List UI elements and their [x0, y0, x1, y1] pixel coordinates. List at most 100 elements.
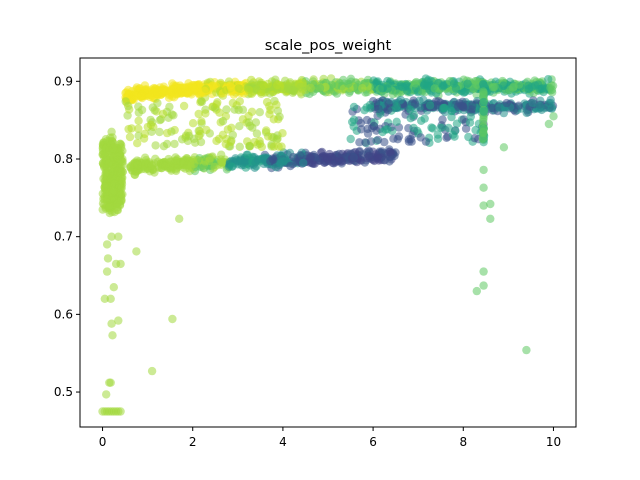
y-axis: 0.5 0.6 0.7 0.8 0.9: [54, 74, 80, 399]
scatter-point: [171, 156, 180, 165]
scatter-point: [230, 105, 239, 114]
scatter-point: [134, 124, 143, 133]
scatter-point: [499, 143, 509, 152]
scatter-point: [449, 79, 459, 88]
scatter-point: [108, 331, 117, 340]
scatter-point: [374, 104, 383, 114]
scatter-point: [245, 121, 255, 131]
scatter-point: [153, 98, 162, 108]
scatter-point: [105, 203, 114, 213]
scatter-point: [380, 137, 389, 147]
scatter-point: [296, 82, 305, 92]
scatter-point: [452, 119, 462, 128]
scatter-point: [252, 129, 262, 138]
scatter-point: [167, 87, 177, 96]
scatter-point: [438, 115, 447, 124]
scatter-point: [546, 95, 555, 105]
scatter-point: [384, 99, 393, 108]
scatter-point: [389, 134, 398, 143]
scatter-point: [419, 95, 428, 105]
scatter-point: [544, 119, 554, 129]
scatter-point: [200, 86, 209, 96]
scatter-point: [272, 100, 281, 109]
scatter-point: [108, 188, 118, 197]
scatter-point: [392, 102, 401, 111]
scatter-point: [201, 109, 210, 118]
scatter-point: [273, 134, 282, 143]
scatter-point: [262, 126, 271, 135]
scatter-point: [425, 101, 435, 110]
scatter-point: [538, 84, 547, 93]
x-tick-label: 8: [459, 435, 467, 449]
scatter-point: [495, 103, 504, 112]
scatter-point: [461, 124, 471, 133]
scatter-point: [396, 95, 405, 105]
scatter-point: [109, 283, 119, 292]
scatter-point: [479, 117, 488, 126]
scatter-point: [168, 314, 177, 324]
scatter-point: [164, 113, 173, 123]
scatter-points: [98, 74, 558, 416]
scatter-point: [113, 166, 122, 176]
scatter-point: [465, 118, 475, 127]
scatter-point: [257, 89, 266, 99]
scatter-point: [144, 159, 154, 168]
scatter-point: [479, 267, 488, 276]
scatter-point: [406, 105, 415, 114]
scatter-point: [103, 254, 113, 263]
scatter-point: [172, 163, 182, 172]
scatter-point: [150, 106, 159, 115]
scatter-point: [479, 165, 488, 175]
scatter-point: [179, 101, 189, 111]
scatter-point: [420, 79, 429, 88]
scatter-point: [162, 139, 172, 149]
scatter-point: [134, 131, 143, 140]
scatter-point: [163, 128, 172, 138]
scatter-point: [467, 105, 476, 114]
scatter-point: [116, 259, 125, 269]
scatter-point: [102, 240, 112, 249]
scatter-point: [284, 82, 293, 92]
scatter-point: [528, 98, 537, 108]
scatter-point: [165, 102, 174, 112]
scatter-point: [158, 87, 167, 96]
scatter-point: [349, 153, 359, 162]
scatter-point: [121, 88, 130, 98]
scatter-point: [118, 190, 127, 199]
scatter-point: [363, 129, 373, 138]
scatter-point: [444, 123, 453, 133]
scatter-point: [337, 157, 347, 166]
y-tick-label: 0.6: [54, 307, 73, 321]
scatter-point: [245, 142, 254, 151]
scatter-point: [472, 286, 481, 296]
scatter-point: [133, 139, 142, 148]
scatter-point: [213, 98, 222, 107]
scatter-point: [306, 153, 315, 163]
scatter-point: [442, 133, 451, 142]
scatter-point: [269, 155, 278, 164]
scatter-point: [190, 83, 199, 93]
scatter-point: [243, 150, 252, 159]
scatter-point: [255, 108, 264, 117]
x-tick-label: 6: [369, 435, 377, 449]
scatter-point: [453, 102, 462, 112]
scatter-point: [194, 109, 203, 119]
x-tick-label: 2: [189, 435, 197, 449]
scatter-point: [247, 107, 257, 117]
scatter-point: [188, 119, 198, 128]
scatter-point: [151, 141, 160, 150]
plot-frame: [79, 57, 577, 428]
scatter-point: [195, 126, 204, 136]
scatter-point: [199, 163, 208, 173]
scatter-point: [502, 98, 511, 108]
scatter-point: [189, 134, 199, 143]
scatter-point: [447, 112, 456, 122]
scatter-point: [221, 139, 230, 149]
scatter-point: [236, 156, 245, 166]
scatter-point: [205, 154, 214, 163]
chart-title: scale_pos_weight: [265, 38, 392, 54]
scatter-point: [107, 232, 116, 241]
scatter-point: [147, 127, 156, 136]
scatter-point: [116, 407, 125, 416]
